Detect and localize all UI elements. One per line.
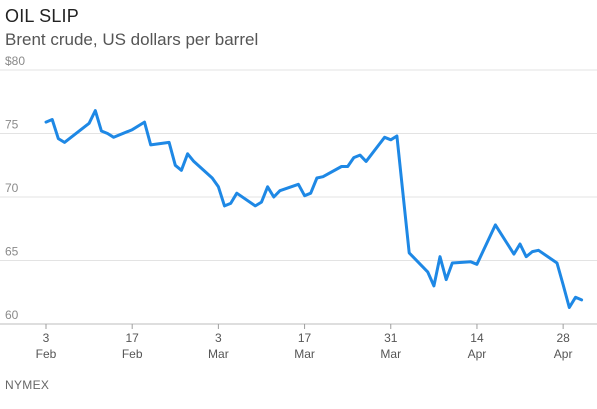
gridlines — [0, 69, 597, 325]
y-tick-label: $80 — [5, 54, 25, 68]
x-axis-ticks: 3 Feb 17 Feb 3 Mar 17 Mar 31 Mar 14 Apr 28 Apr — [36, 324, 573, 361]
x-tick-label-month: Feb — [122, 347, 143, 361]
x-tick-label-day: 3 — [215, 331, 222, 345]
y-tick-label: 70 — [5, 181, 19, 195]
chart-subtitle: Brent crude, US dollars per barrel — [5, 30, 259, 49]
y-tick-label: 75 — [5, 118, 19, 132]
series-line-0 — [44, 109, 584, 309]
x-tick-label-month: Feb — [36, 347, 57, 361]
x-tick-label-month: Apr — [554, 347, 573, 361]
y-tick-label: 65 — [5, 245, 19, 259]
chart-title: OIL SLIP — [5, 6, 79, 26]
x-tick-label-day: 17 — [126, 331, 140, 345]
y-axis-ticks: $80 75 70 65 60 — [5, 54, 25, 322]
x-tick-label-month: Mar — [380, 347, 401, 361]
source-note: NYMEX — [5, 378, 50, 392]
x-tick-label-day: 14 — [470, 331, 484, 345]
y-tick-label: 60 — [5, 308, 19, 322]
x-tick-label-month: Mar — [208, 347, 229, 361]
series-layer — [44, 109, 584, 309]
x-tick-label-month: Mar — [294, 347, 315, 361]
x-tick-label-day: 31 — [384, 331, 398, 345]
x-tick-label-day: 17 — [298, 331, 312, 345]
x-tick-label-day: 28 — [556, 331, 570, 345]
x-tick-label-day: 3 — [43, 331, 50, 345]
x-tick-label-month: Apr — [468, 347, 487, 361]
